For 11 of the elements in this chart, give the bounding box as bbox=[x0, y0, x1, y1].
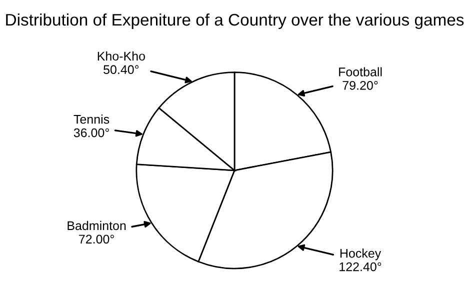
slice-label: Tennis bbox=[74, 114, 110, 124]
data-label: 122.40° bbox=[340, 262, 382, 272]
slice-label: Football bbox=[339, 67, 382, 76]
data-label: 79.20° bbox=[342, 80, 378, 90]
data-label: 50.40° bbox=[104, 65, 139, 74]
slice-label: Kho-Kho bbox=[98, 51, 145, 61]
legend-label: Badminton bbox=[68, 220, 126, 230]
data-label: 36.00° bbox=[74, 128, 109, 138]
data-label: 72.00° bbox=[79, 234, 114, 244]
slice-label: Hockey bbox=[340, 248, 382, 260]
chart-title: Distribution of Expeniture of a Country over the various games bbox=[6, 13, 464, 29]
